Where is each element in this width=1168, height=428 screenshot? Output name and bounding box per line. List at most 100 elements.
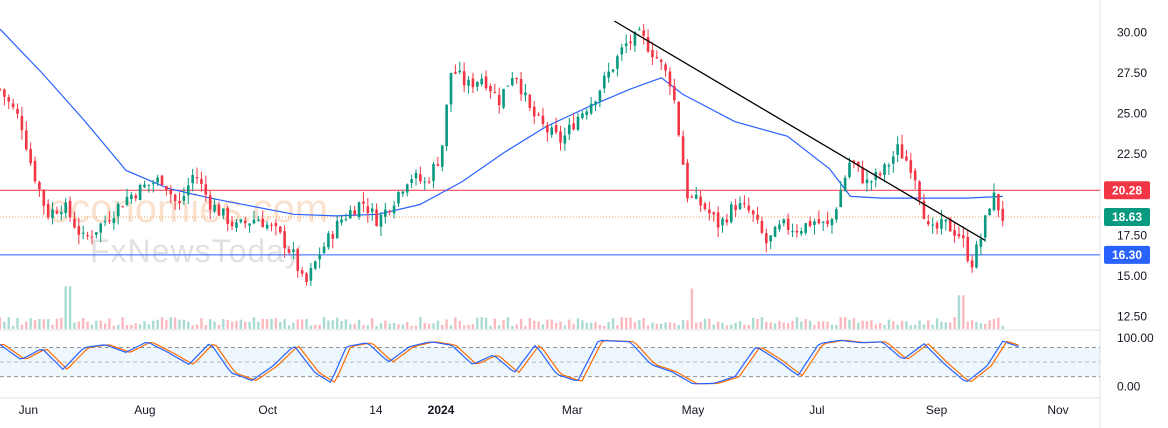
candle-body xyxy=(887,165,891,167)
volume-bar xyxy=(533,320,536,329)
candle-body xyxy=(541,115,545,124)
candle-body xyxy=(7,97,11,102)
candle-body xyxy=(200,178,203,184)
time-tick-label: Oct xyxy=(258,403,277,417)
volume-bar xyxy=(751,317,755,329)
candle-body xyxy=(462,71,466,86)
volume-bar xyxy=(852,318,856,329)
volume-bar xyxy=(791,320,794,329)
volume-bar xyxy=(283,319,286,329)
candle-body xyxy=(725,219,729,223)
volume-bar xyxy=(559,321,562,329)
candle-body xyxy=(953,230,956,236)
support-tag xyxy=(1104,245,1150,264)
price-tick-label: 25.00 xyxy=(1117,107,1147,121)
volume-bar xyxy=(173,317,177,329)
candle-body xyxy=(786,218,790,230)
volume-bar xyxy=(138,324,142,329)
volume-bar xyxy=(778,320,781,329)
volume-bar xyxy=(423,322,426,329)
volume-bar xyxy=(77,321,81,329)
candle-body xyxy=(607,71,610,78)
volume-bar xyxy=(187,321,190,329)
downtrend-line[interactable] xyxy=(613,20,986,241)
candle-body xyxy=(475,82,479,87)
candle-body xyxy=(29,149,32,164)
candle-body xyxy=(576,116,580,130)
candle-body xyxy=(340,219,343,223)
volume-bar xyxy=(839,317,842,329)
candle-body xyxy=(467,79,470,86)
volume-bar xyxy=(988,320,991,329)
volume-bar xyxy=(213,321,216,329)
candle-body xyxy=(764,233,768,244)
volume-bar xyxy=(953,317,956,329)
candle-body xyxy=(708,209,711,214)
volume-bar xyxy=(467,324,470,329)
candle-body xyxy=(843,177,847,191)
candle-body xyxy=(567,124,571,135)
volume-bar xyxy=(493,318,497,329)
volume-bar xyxy=(7,317,10,329)
volume-bar xyxy=(265,319,269,329)
volume-bar xyxy=(743,324,746,329)
candle-body xyxy=(997,193,1000,211)
candle-body xyxy=(156,177,159,183)
candle-body xyxy=(125,196,129,205)
candle-body xyxy=(436,164,440,166)
volume-bar xyxy=(16,317,19,329)
candle-body xyxy=(633,32,637,46)
candle-body xyxy=(265,224,269,229)
candle-body xyxy=(673,86,676,101)
candle-body xyxy=(143,184,146,188)
trendline-segment[interactable] xyxy=(613,20,986,241)
candle-body xyxy=(68,200,72,218)
candle-body xyxy=(90,236,94,238)
candle-body xyxy=(927,221,930,225)
volume-bar xyxy=(42,319,45,329)
volume-bar xyxy=(708,318,711,329)
candle-body xyxy=(397,191,400,204)
volume-bar xyxy=(230,321,234,329)
volume-bar xyxy=(287,325,291,329)
candle-body xyxy=(169,190,173,195)
candle-body xyxy=(550,127,554,135)
candle-body xyxy=(760,220,764,233)
volume-bar xyxy=(335,317,339,329)
volume-bar xyxy=(975,321,978,329)
volume-bar xyxy=(427,323,431,329)
candle-body xyxy=(165,185,168,190)
candle-body xyxy=(274,222,278,227)
candle-body xyxy=(449,72,453,105)
volume-bar xyxy=(957,295,961,329)
volume-bar xyxy=(865,321,869,329)
volume-bar xyxy=(887,319,891,329)
volume-bar xyxy=(366,325,370,329)
volume-bar xyxy=(537,321,540,329)
volume-bar xyxy=(270,318,273,329)
volume-bar xyxy=(703,318,707,329)
volume-bar xyxy=(362,325,365,329)
volume-bar xyxy=(73,322,76,329)
volume-bar xyxy=(966,321,969,329)
volume-bar xyxy=(143,321,146,329)
price-axis[interactable]: 30.00 27.50 25.00 22.50 17.50 15.00 12.50 xyxy=(1117,25,1147,323)
candle-body xyxy=(616,56,619,69)
candle-body xyxy=(121,206,124,208)
volume-bar xyxy=(375,325,378,329)
candle-body xyxy=(598,90,602,102)
volume-bar xyxy=(896,324,899,329)
volume-bar xyxy=(970,320,974,329)
candle-body xyxy=(694,194,698,199)
candle-body xyxy=(524,92,527,96)
candle-body xyxy=(983,215,987,238)
volume-bar xyxy=(379,323,383,329)
time-axis[interactable]: Jun Aug Oct 14 2024 Mar May Jul Sep Nov xyxy=(19,403,1069,417)
volume-bar xyxy=(524,325,527,329)
candle-body xyxy=(734,205,737,211)
volume-bar xyxy=(633,322,637,329)
candle-body xyxy=(370,208,374,212)
volume-bar xyxy=(226,320,229,329)
volume-bar xyxy=(843,317,847,329)
